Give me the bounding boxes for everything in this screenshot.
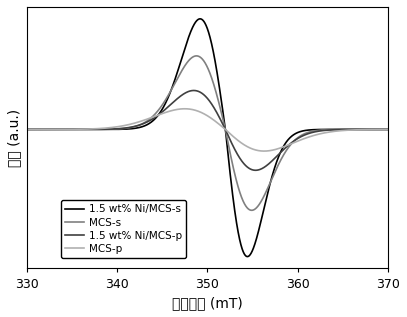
MCS-s: [379, 127, 384, 131]
MCS-p: [87, 127, 92, 131]
1.5 wt% Ni/MCS-p: [191, 88, 196, 92]
1.5 wt% Ni/MCS-s: [178, 59, 183, 63]
X-axis label: 磁场强度 (mT): 磁场强度 (mT): [172, 296, 243, 310]
Line: MCS-p: MCS-p: [26, 109, 388, 151]
MCS-p: [24, 127, 29, 131]
1.5 wt% Ni/MCS-p: [379, 127, 384, 131]
1.5 wt% Ni/MCS-p: [87, 127, 92, 131]
1.5 wt% Ni/MCS-s: [87, 127, 92, 131]
1.5 wt% Ni/MCS-s: [163, 102, 168, 106]
MCS-p: [262, 149, 267, 153]
Legend: 1.5 wt% Ni/MCS-s, MCS-s, 1.5 wt% Ni/MCS-p, MCS-p: 1.5 wt% Ni/MCS-s, MCS-s, 1.5 wt% Ni/MCS-…: [61, 200, 186, 258]
MCS-s: [65, 127, 70, 131]
MCS-p: [163, 111, 168, 114]
MCS-s: [24, 127, 29, 131]
1.5 wt% Ni/MCS-p: [163, 107, 168, 111]
MCS-s: [340, 127, 345, 131]
1.5 wt% Ni/MCS-p: [24, 127, 29, 131]
MCS-p: [386, 127, 391, 131]
1.5 wt% Ni/MCS-s: [198, 17, 203, 21]
1.5 wt% Ni/MCS-p: [178, 94, 183, 98]
1.5 wt% Ni/MCS-s: [379, 127, 384, 131]
MCS-p: [65, 127, 70, 131]
1.5 wt% Ni/MCS-p: [340, 128, 345, 132]
MCS-p: [379, 127, 384, 131]
MCS-s: [386, 127, 391, 131]
Y-axis label: 强度 (a.u.): 强度 (a.u.): [7, 109, 21, 167]
MCS-s: [249, 208, 254, 212]
Line: 1.5 wt% Ni/MCS-p: 1.5 wt% Ni/MCS-p: [26, 90, 388, 170]
MCS-s: [87, 127, 92, 131]
Line: MCS-s: MCS-s: [26, 56, 388, 210]
MCS-s: [163, 99, 168, 102]
1.5 wt% Ni/MCS-p: [65, 127, 70, 131]
MCS-p: [178, 107, 183, 111]
1.5 wt% Ni/MCS-s: [245, 255, 250, 258]
1.5 wt% Ni/MCS-s: [340, 127, 345, 131]
MCS-s: [178, 70, 183, 74]
1.5 wt% Ni/MCS-s: [65, 127, 70, 131]
Line: 1.5 wt% Ni/MCS-s: 1.5 wt% Ni/MCS-s: [26, 19, 388, 256]
MCS-p: [182, 107, 187, 111]
1.5 wt% Ni/MCS-p: [253, 168, 258, 172]
1.5 wt% Ni/MCS-s: [24, 127, 29, 131]
MCS-p: [340, 129, 345, 133]
1.5 wt% Ni/MCS-p: [386, 127, 391, 131]
1.5 wt% Ni/MCS-s: [386, 127, 391, 131]
MCS-s: [194, 54, 199, 58]
